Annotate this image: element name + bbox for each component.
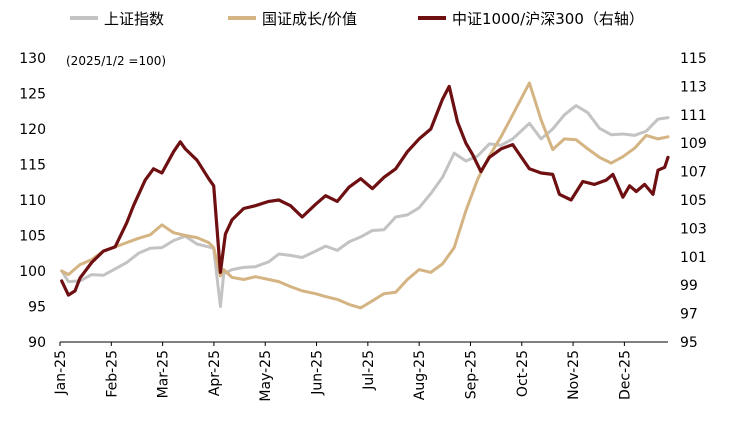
y-left-tick-label: 125	[19, 87, 46, 103]
legend-label: 上证指数	[104, 10, 164, 28]
y-right-tick-label: 107	[680, 165, 707, 181]
legend-label: 中证1000/沪深300（右轴）	[452, 10, 644, 28]
legend: 上证指数 国证成长/价值 中证1000/沪深300（右轴）	[70, 10, 644, 28]
y-right-tick-label: 95	[680, 335, 698, 351]
y-axis-right: 95 97 99 101 103 105 107 109 111 113 115	[680, 51, 707, 351]
y-axis-left: 90 95 100 105 110 115 120 125 130	[19, 51, 46, 351]
y-left-tick-label: 120	[19, 122, 46, 138]
x-tick-label: Jul-25	[361, 350, 377, 391]
series-line	[60, 104, 670, 308]
y-right-tick-label: 111	[680, 108, 707, 124]
y-right-tick-label: 97	[680, 307, 698, 323]
y-right-tick-label: 109	[680, 136, 707, 152]
y-left-tick-label: 105	[19, 229, 46, 245]
y-left-tick-label: 110	[19, 193, 46, 209]
x-tick-label: Feb-25	[104, 350, 120, 398]
x-tick-label: May-25	[258, 350, 274, 402]
x-tick-label: Sep-25	[463, 350, 479, 399]
y-right-tick-label: 99	[680, 278, 698, 294]
x-axis: Jan-25 Feb-25 Mar-25 Apr-25 May-25 Jun-25 Jul-…	[53, 341, 668, 402]
y-right-tick-label: 113	[680, 79, 707, 95]
y-right-tick-label: 115	[680, 51, 707, 67]
y-right-tick-label: 103	[680, 221, 707, 237]
y-left-tick-label: 130	[19, 51, 46, 67]
y-right-tick-label: 101	[680, 250, 707, 266]
y-left-tick-label: 95	[28, 300, 46, 316]
y-left-tick-label: 90	[28, 335, 46, 351]
base-date-note: (2025/1/2 =100)	[66, 54, 166, 68]
x-tick-label: Jan-25	[53, 350, 69, 395]
x-tick-label: Oct-25	[515, 350, 531, 397]
x-tick-label: Dec-25	[617, 350, 633, 400]
y-left-tick-label: 115	[19, 158, 46, 174]
y-left-tick-label: 100	[19, 264, 46, 280]
x-tick-label: Apr-25	[207, 350, 223, 396]
x-tick-label: Mar-25	[156, 350, 172, 398]
series-line	[60, 84, 670, 297]
x-tick-label: Aug-25	[412, 350, 428, 400]
legend-label: 国证成长/价值	[262, 10, 357, 28]
x-tick-label: Nov-25	[566, 350, 582, 400]
x-tick-label: Jun-25	[310, 350, 326, 396]
y-right-tick-label: 105	[680, 193, 707, 209]
plot-area	[60, 81, 670, 310]
series-line	[60, 81, 670, 310]
